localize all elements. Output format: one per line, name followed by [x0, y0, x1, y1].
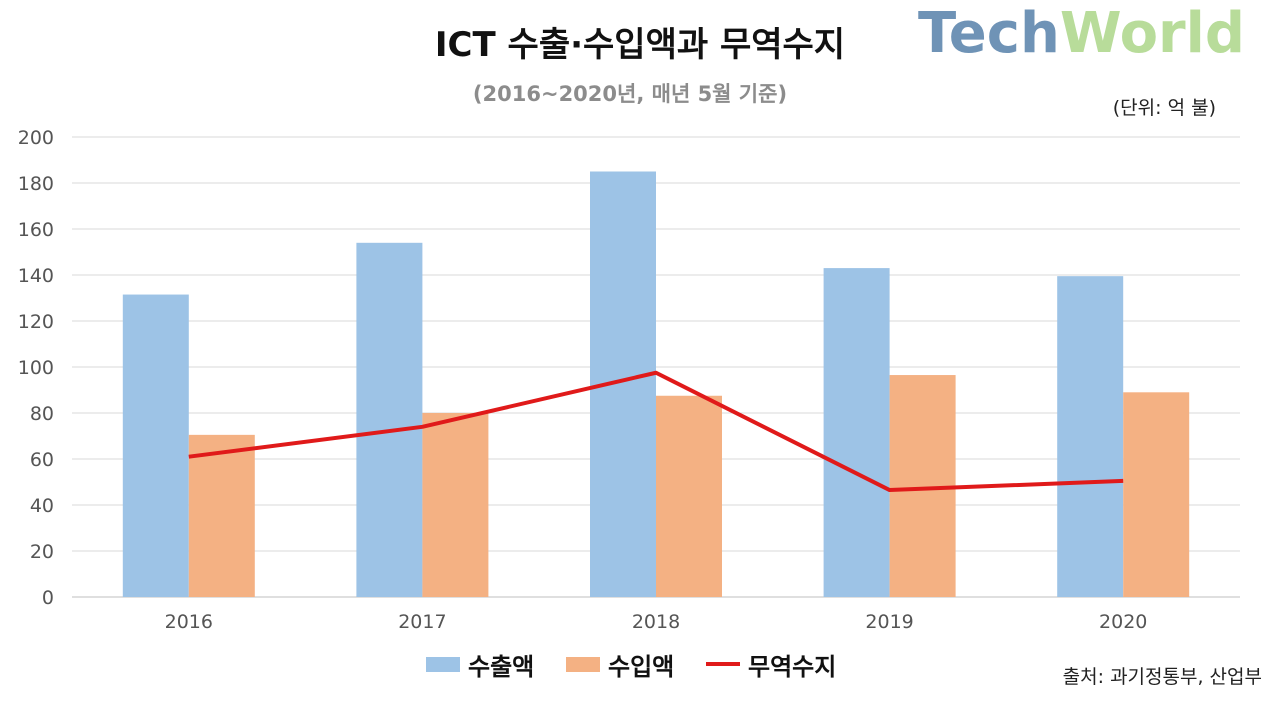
bar-import-2020 — [1123, 392, 1190, 597]
bar-export-2020 — [1057, 276, 1124, 597]
svg-text:TechWorld: TechWorld — [918, 1, 1245, 66]
y-tick-label: 0 — [42, 587, 54, 609]
bar-export-2017 — [356, 242, 423, 598]
techworld-logo: TechWorld — [918, 1, 1245, 66]
trade-balance-line-group — [188, 370, 1124, 493]
bar-export-2019 — [823, 268, 890, 597]
y-tick-label: 180 — [18, 173, 54, 195]
bar-export-2016 — [122, 294, 189, 597]
y-tick-label: 80 — [30, 403, 54, 425]
legend-swatch-import — [566, 657, 600, 672]
x-tick-label: 2020 — [1099, 611, 1147, 633]
bar-import-2018 — [656, 395, 722, 597]
unit-label: (단위: 억 불) — [1113, 97, 1216, 119]
y-tick-label: 200 — [18, 127, 54, 149]
legend-swatch-export — [426, 657, 460, 672]
y-axis-ticks: 0 20 40 60 80 100 120 140 160 180 200 — [18, 127, 54, 609]
x-tick-label: 2018 — [632, 611, 680, 633]
x-tick-label: 2017 — [398, 611, 446, 633]
y-tick-label: 140 — [18, 265, 54, 287]
bar-import-2017 — [422, 413, 489, 597]
chart-subtitle: (2016~2020년, 매년 5월 기준) — [473, 82, 787, 106]
y-tick-label: 160 — [18, 219, 54, 241]
x-tick-label: 2016 — [165, 611, 213, 633]
y-tick-label: 60 — [30, 449, 54, 471]
source-note: 출처: 과기정통부, 산업부 — [1063, 666, 1262, 688]
logo-tech-text: Tech — [918, 1, 1060, 66]
y-tick-label: 100 — [18, 357, 54, 379]
y-tick-label: 20 — [30, 541, 54, 563]
chart-title: ICT 수출·수입액과 무역수지 — [435, 25, 845, 65]
legend-label-export: 수출액 — [468, 653, 534, 681]
y-tick-label: 120 — [18, 311, 54, 333]
legend: 수출액 수입액 무역수지 — [426, 653, 836, 681]
legend-label-trade-balance: 무역수지 — [748, 653, 836, 681]
logo-world-text: World — [1060, 1, 1245, 66]
x-tick-label: 2019 — [865, 611, 913, 633]
legend-label-import: 수입액 — [608, 653, 674, 681]
y-tick-label: 40 — [30, 495, 54, 517]
x-axis-ticks: 2016 2017 2018 2019 2020 — [165, 611, 1148, 633]
bars — [122, 171, 1190, 598]
bar-import-2016 — [188, 434, 255, 597]
